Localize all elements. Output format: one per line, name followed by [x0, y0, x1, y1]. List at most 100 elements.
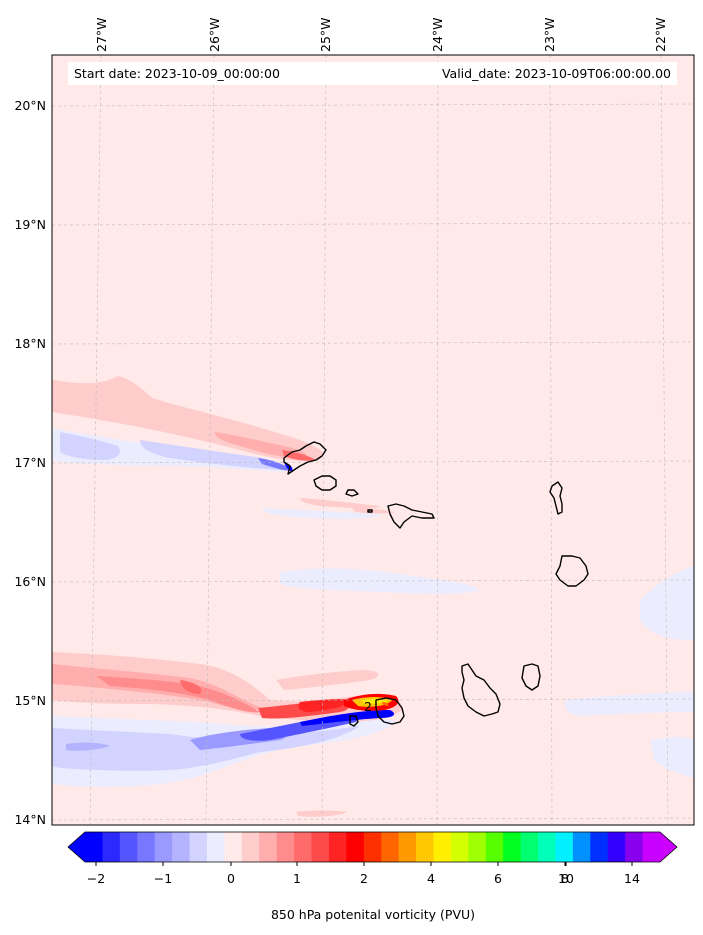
- pv-contour-positive: [382, 702, 389, 706]
- lat-label: 18°N: [14, 336, 46, 351]
- pv-contour-negative: [66, 742, 110, 751]
- colorbar-swatch: [189, 832, 208, 862]
- island-raso: [367, 509, 373, 513]
- colorbar-swatch: [311, 832, 330, 862]
- island-fogo: [375, 697, 405, 725]
- island-boa-vista: [555, 555, 589, 587]
- colorbar-swatch: [276, 832, 295, 862]
- colorbar-swatch: [363, 832, 382, 862]
- colorbar-swatch: [85, 832, 104, 862]
- colorbar-tick-label: 1: [293, 871, 301, 886]
- colorbar-swatch: [468, 832, 487, 862]
- pv-contour-label: 2: [364, 699, 372, 714]
- colorbar-tick-label: −2: [87, 871, 105, 886]
- colorbar-swatch: [642, 832, 661, 862]
- island-sal: [549, 481, 563, 515]
- lon-label: 22°W: [653, 17, 668, 52]
- colorbar-swatch: [416, 832, 435, 862]
- lon-label: 25°W: [318, 17, 333, 52]
- latitude-labels: 20°N 19°N 18°N 17°N 16°N 15°N 14°N: [14, 98, 46, 827]
- island-santa-luzia: [345, 489, 359, 497]
- island-santiago: [461, 663, 501, 717]
- colorbar-swatch: [485, 832, 504, 862]
- lon-label: 26°W: [207, 17, 222, 52]
- map-gridlines: [52, 55, 694, 825]
- colorbar-swatch: [538, 832, 557, 862]
- coastlines: [283, 441, 589, 727]
- pv-contour-negative: [564, 692, 694, 716]
- pv-contour-negative: [284, 462, 293, 472]
- colorbar: [67, 831, 678, 866]
- colorbar-title: 850 hPa potenital vorticity (PVU): [271, 907, 475, 922]
- colorbar-swatch: [154, 832, 173, 862]
- colorbar-swatch: [172, 832, 191, 862]
- colorbar-swatch: [206, 832, 225, 862]
- colorbar-ticks: −2 −1 0 1 2 4 6 8 10 14: [87, 871, 640, 886]
- lat-label: 16°N: [14, 574, 46, 589]
- lat-label: 17°N: [14, 455, 46, 470]
- colorbar-swatch: [555, 832, 574, 862]
- colorbar-tick-label: 0: [227, 871, 235, 886]
- colorbar-swatch: [520, 832, 539, 862]
- colorbar-swatch: [398, 832, 417, 862]
- colorbar-swatch: [224, 832, 243, 862]
- island-santo-antao: [283, 441, 327, 475]
- pv-field: [52, 376, 694, 817]
- lon-label: 27°W: [94, 17, 109, 52]
- colorbar-extend-max: [660, 832, 677, 862]
- colorbar-swatch: [102, 832, 121, 862]
- pv-contour-negative: [140, 440, 285, 470]
- colorbar-swatch: [346, 832, 365, 862]
- island-sao-vicente: [313, 475, 337, 491]
- colorbar-swatch: [607, 832, 626, 862]
- colorbar-swatch: [433, 832, 452, 862]
- colorbar-tick-label: 4: [427, 871, 435, 886]
- colorbar-swatch: [294, 832, 313, 862]
- info-box: [68, 62, 677, 85]
- valid-date-label: Valid_date: 2023-10-09T06:00:00.00: [442, 66, 671, 81]
- colorbar-swatch: [259, 832, 278, 862]
- colorbar-extend-min: [68, 832, 85, 862]
- lat-label: 15°N: [14, 693, 46, 708]
- pv-contour-negative: [60, 432, 120, 460]
- colorbar-swatch: [137, 832, 156, 862]
- pv-contour-negative: [280, 568, 480, 594]
- pv-contour-positive: [180, 680, 202, 694]
- colorbar-swatch: [328, 832, 347, 862]
- pv-contour-positive: [52, 376, 324, 461]
- colorbar-tick-label: 10: [558, 871, 574, 886]
- colorbar-swatch: [625, 832, 644, 862]
- colorbar-outline: [67, 831, 678, 863]
- lat-label: 20°N: [14, 98, 46, 113]
- colorbar-swatch: [572, 832, 591, 862]
- pv-contour-positive: [276, 670, 379, 690]
- colorbar-tick-label: −1: [154, 871, 172, 886]
- island-sao-nicolau: [387, 503, 435, 529]
- colorbar-swatch: [119, 832, 138, 862]
- colorbar-tick-label: 2: [360, 871, 368, 886]
- colorbar-tick-label: 8: [561, 871, 569, 886]
- pv-contour-positive: [96, 676, 260, 713]
- colorbar-swatch: [381, 832, 400, 862]
- lat-label: 14°N: [14, 812, 46, 827]
- pv-contour-positive: [298, 699, 350, 712]
- island-maio: [521, 663, 541, 691]
- pv-contour-negative: [258, 458, 292, 471]
- pv-contour-negative: [300, 710, 395, 726]
- colorbar-tick-label: 6: [494, 871, 502, 886]
- colorbar-swatch: [241, 832, 260, 862]
- pv-contour-negative: [640, 566, 694, 640]
- colorbar-tick-label: 14: [624, 871, 640, 886]
- colorbar-swatch: [450, 832, 469, 862]
- map-frame: [51, 54, 695, 826]
- pv-contour-positive: [362, 698, 388, 704]
- pv-contour-positive: [300, 498, 380, 509]
- lon-label: 24°W: [430, 17, 445, 52]
- pv-contour-negative: [650, 737, 694, 778]
- pv-contour-negative: [262, 508, 381, 519]
- lat-label: 19°N: [14, 217, 46, 232]
- start-date-label: Start date: 2023-10-09_00:00:00: [74, 66, 280, 81]
- colorbar-swatch: [590, 832, 609, 862]
- island-brava: [349, 715, 359, 727]
